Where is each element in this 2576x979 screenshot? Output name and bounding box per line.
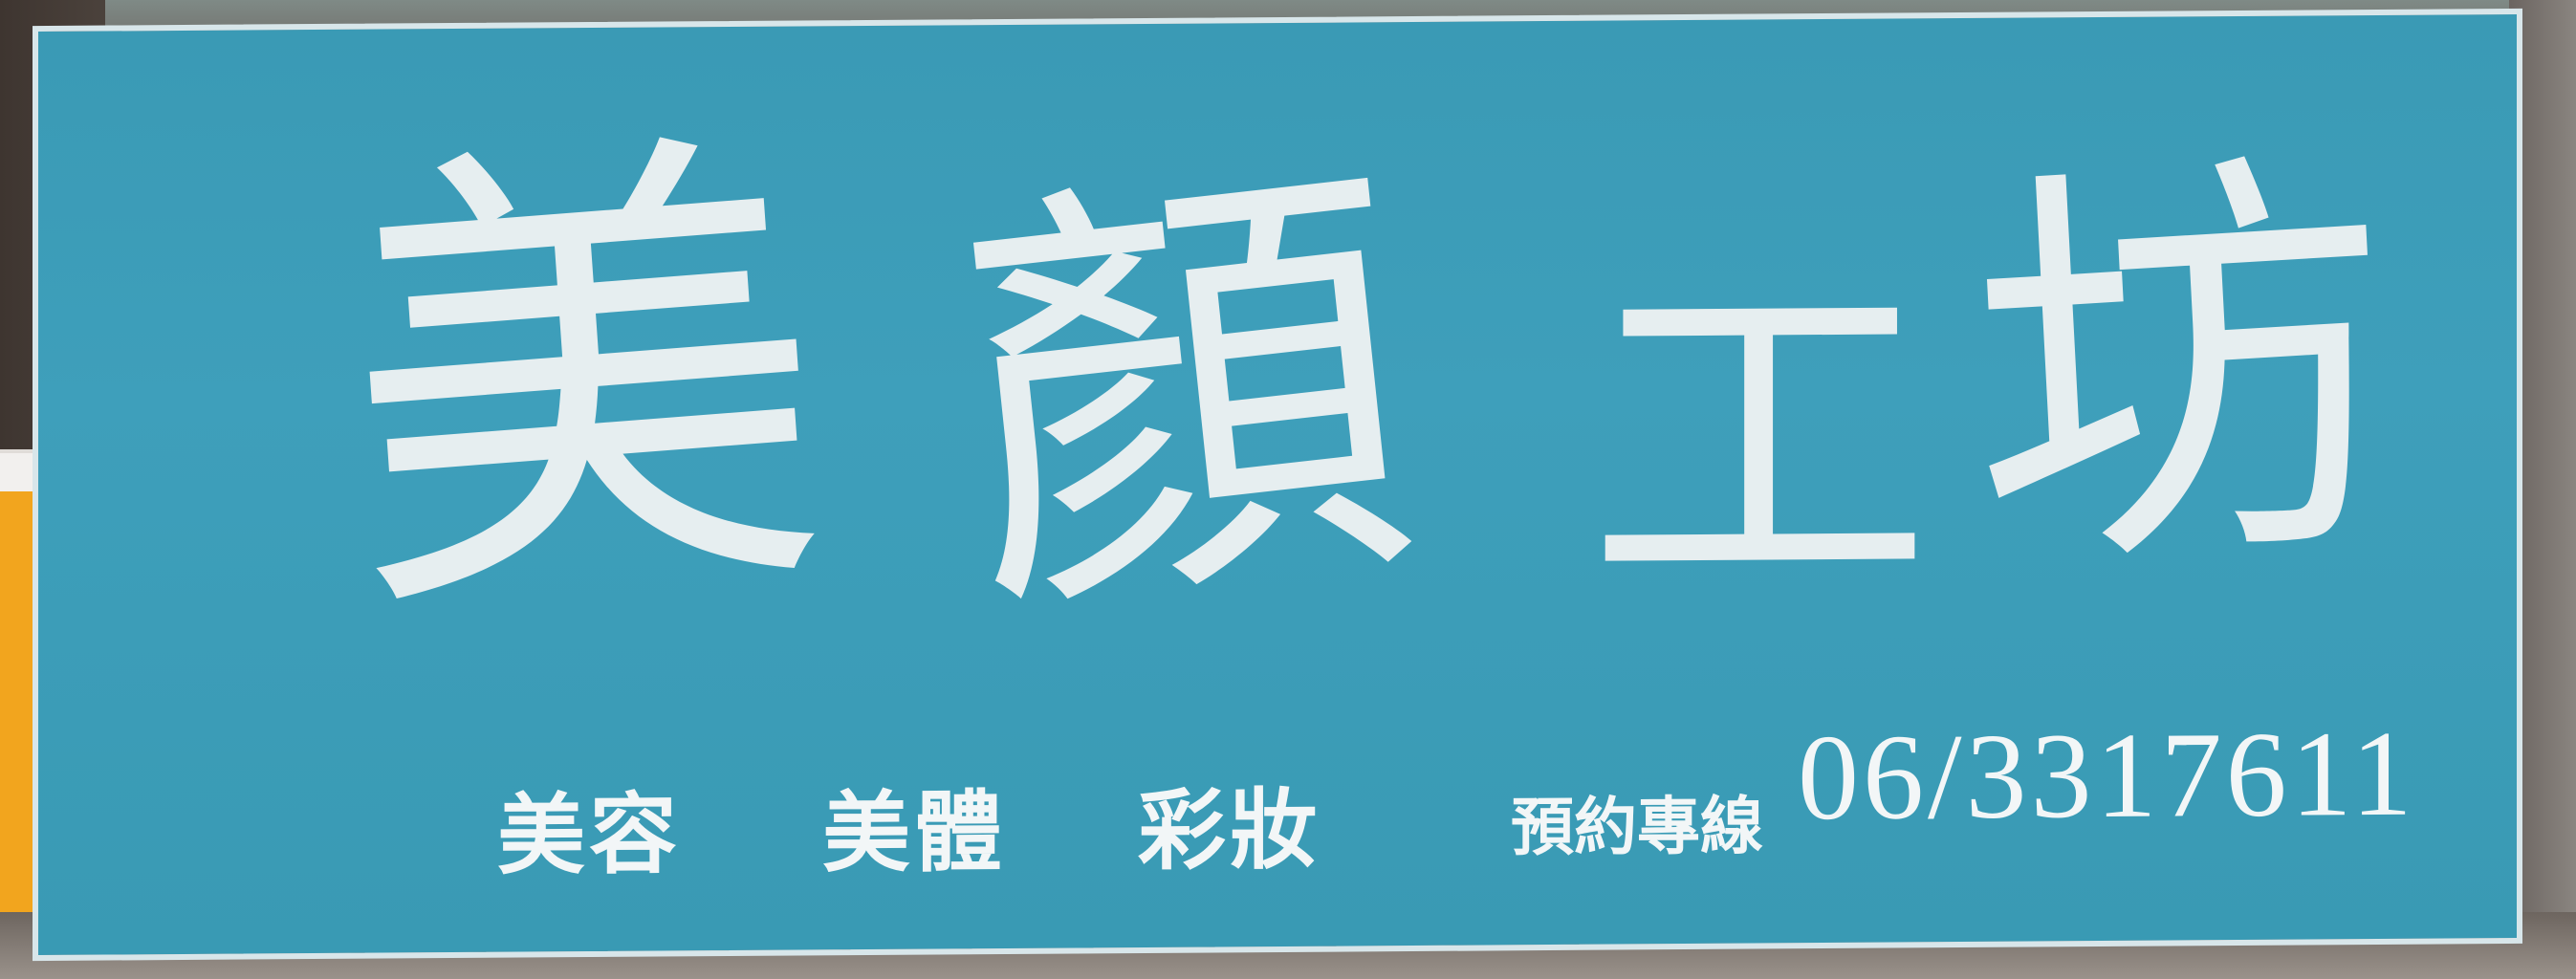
title-char-1: 美 [325, 85, 841, 678]
title-char-3: 工 [1587, 238, 1932, 642]
shop-sign: 美 顏 工 坊 美容 美體 彩妝 預約專線 06/3317611 [33, 8, 2522, 962]
hotline-number: 06/3317611 [1798, 705, 2416, 846]
title-char-4: 坊 [1956, 113, 2404, 628]
service-label-2: 美體 [822, 780, 1007, 885]
hotline-label: 預約專線 [1511, 789, 1763, 865]
service-label-3: 彩妝 [1138, 778, 1322, 883]
service-label-1: 美容 [497, 783, 682, 887]
title-char-2: 顏 [940, 117, 1431, 675]
